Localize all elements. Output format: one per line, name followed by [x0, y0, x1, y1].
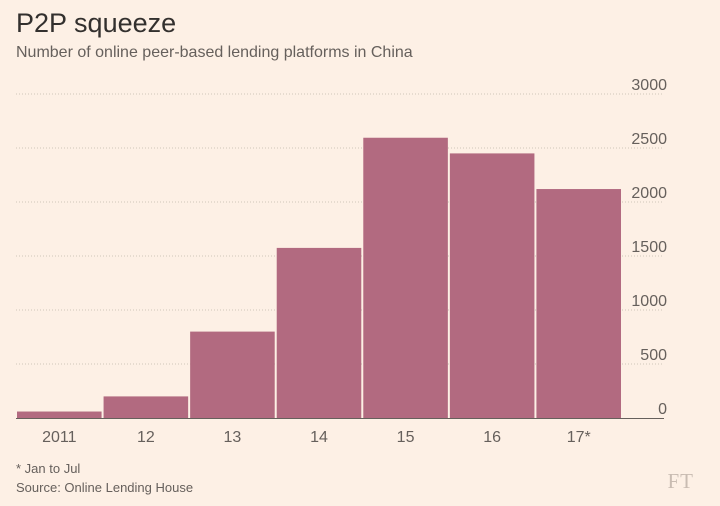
bar-13: [190, 331, 275, 418]
y-tick-label: 1500: [631, 239, 667, 256]
x-tick-label: 2011: [42, 429, 77, 446]
bar-12: [103, 396, 189, 418]
y-tick-label: 2500: [631, 131, 667, 148]
x-tick-label: 17*: [567, 429, 591, 446]
bars: [17, 137, 621, 419]
y-axis-ticks: 0 500 1000 1500 2000 2500 3000: [631, 77, 667, 418]
x-axis-ticks: 2011 12 13 14 15 16 17*: [42, 429, 591, 446]
bar-17: [536, 189, 621, 418]
ft-logo-icon: FT: [667, 469, 694, 493]
bar-16: [449, 153, 535, 418]
y-tick-label: 3000: [631, 77, 667, 94]
y-tick-label: 1000: [631, 293, 667, 310]
x-tick-label: 15: [397, 429, 415, 446]
y-tick-label: 500: [640, 347, 667, 364]
x-tick-label: 14: [310, 429, 328, 446]
footnote: * Jan to Jul: [16, 461, 81, 476]
chart-title: P2P squeeze: [16, 8, 177, 38]
source-note: Source: Online Lending House: [16, 480, 194, 495]
y-tick-label: 0: [658, 401, 667, 418]
chart-subtitle: Number of online peer-based lending plat…: [16, 44, 413, 61]
bar-14: [276, 247, 362, 418]
x-tick-label: 16: [483, 429, 501, 446]
bar-2011: [17, 411, 102, 418]
x-tick-label: 13: [224, 429, 242, 446]
x-tick-label: 12: [137, 429, 155, 446]
y-tick-label: 2000: [631, 185, 667, 202]
bar-15: [363, 137, 448, 419]
